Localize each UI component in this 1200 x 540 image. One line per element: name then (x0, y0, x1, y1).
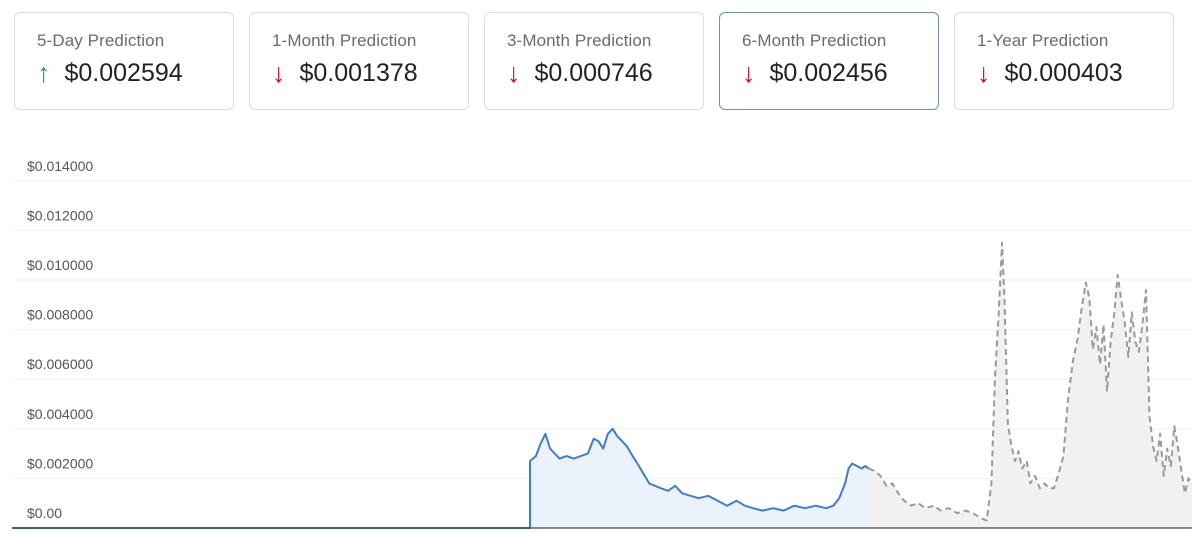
y-tick-label: $0.014000 (27, 158, 93, 174)
y-tick-label: $0.012000 (27, 207, 93, 223)
prediction-cards: 5-Day Prediction ↑ $0.002594 1-Month Pre… (14, 12, 1174, 110)
y-tick-label: $0.008000 (27, 307, 93, 323)
historical-area (12, 428, 869, 528)
y-tick-label: $0.00 (27, 505, 62, 521)
prediction-area (868, 242, 1192, 529)
card-price: $0.002594 (64, 59, 183, 87)
card-price: $0.000746 (534, 59, 653, 87)
historical-line (12, 427, 870, 529)
card-1-year-prediction[interactable]: 1-Year Prediction ↓ $0.000403 (954, 12, 1174, 110)
card-value-row: ↓ $0.000403 (977, 59, 1173, 88)
card-5-day-prediction[interactable]: 5-Day Prediction ↑ $0.002594 (14, 12, 234, 110)
arrow-down-icon: ↓ (507, 58, 521, 88)
card-label: 3-Month Prediction (507, 31, 652, 50)
y-tick-label: $0.006000 (27, 356, 93, 372)
card-price: $0.002456 (769, 59, 888, 87)
card-3-month-prediction[interactable]: 3-Month Prediction ↓ $0.000746 (484, 12, 704, 110)
y-tick-label: $0.010000 (27, 257, 93, 273)
card-1-month-prediction[interactable]: 1-Month Prediction ↓ $0.001378 (249, 12, 469, 110)
y-tick-label: $0.002000 (27, 455, 93, 471)
price-chart[interactable]: $0.00 $0.002000 $0.004000 $0.006000 $0.00800… (0, 150, 1200, 540)
arrow-down-icon: ↓ (742, 58, 756, 88)
card-label: 5-Day Prediction (37, 31, 165, 50)
prediction-line (868, 241, 1193, 522)
arrow-up-icon: ↑ (37, 58, 51, 88)
card-label: 1-Month Prediction (272, 31, 417, 50)
card-label: 6-Month Prediction (742, 31, 887, 50)
card-value-row: ↑ $0.002594 (37, 59, 233, 88)
card-label: 1-Year Prediction (977, 31, 1109, 50)
arrow-down-icon: ↓ (272, 58, 286, 88)
y-tick-label: $0.004000 (27, 406, 93, 422)
card-value-row: ↓ $0.001378 (272, 59, 468, 88)
card-value-row: ↓ $0.002456 (742, 59, 938, 88)
card-6-month-prediction[interactable]: 6-Month Prediction ↓ $0.002456 (719, 12, 939, 110)
arrow-down-icon: ↓ (977, 58, 991, 88)
card-price: $0.001378 (299, 59, 418, 87)
card-price: $0.000403 (1004, 59, 1123, 87)
card-value-row: ↓ $0.000746 (507, 59, 703, 88)
